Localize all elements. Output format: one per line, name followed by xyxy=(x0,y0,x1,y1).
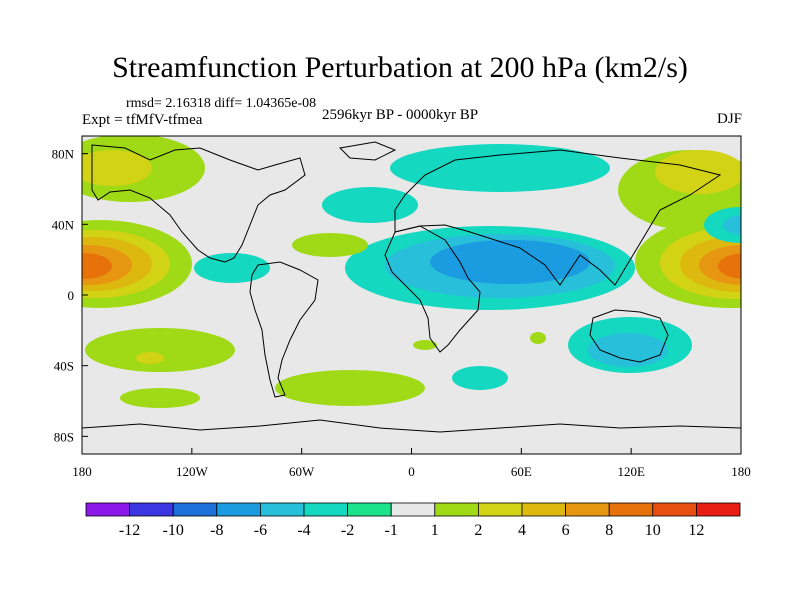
colorbar-label: 2 xyxy=(474,522,482,539)
coastlines xyxy=(82,141,741,433)
contour-south-indian-pos xyxy=(413,340,437,350)
colorbar-label: 12 xyxy=(688,522,704,539)
contour-south-pacific-4 xyxy=(136,352,164,364)
colorbar-swatch xyxy=(347,502,392,517)
antarctica-coast xyxy=(82,419,741,433)
contour-tropical-atlantic xyxy=(292,233,368,257)
contour-australia-2 xyxy=(588,333,668,367)
contour-right-negative xyxy=(704,207,741,243)
colorbar-label: -1 xyxy=(385,522,398,539)
colorbar-label: -2 xyxy=(341,522,354,539)
colorbar-label: -6 xyxy=(254,522,267,539)
greenland-coast xyxy=(338,141,397,161)
colorbar-swatch xyxy=(565,502,610,517)
colorbar-swatch xyxy=(85,502,130,517)
south-america-coast xyxy=(249,261,319,398)
colorbar-label: 4 xyxy=(518,522,526,539)
colorbar-swatch xyxy=(390,502,436,517)
colorbar-label: 6 xyxy=(562,522,570,539)
colorbar-swatch xyxy=(477,502,523,517)
lon-tick-label: 120E xyxy=(617,464,645,479)
lat-tick-label: 40N xyxy=(52,217,75,232)
contour-south-pacific xyxy=(85,328,235,372)
colorbar-swatch xyxy=(696,502,741,517)
colorbar-label: -4 xyxy=(297,522,310,539)
period-label: 2596kyr BP - 0000kyr BP xyxy=(322,107,479,123)
contour-caribbean xyxy=(194,253,270,283)
colorbar-swatch xyxy=(129,502,174,517)
colorbar-swatch xyxy=(259,502,305,517)
eurasia-coast xyxy=(394,149,722,286)
lon-tick-label: 180 xyxy=(72,464,92,479)
contour-pacific-west-10 xyxy=(82,253,112,279)
colorbar-label: 1 xyxy=(431,522,439,539)
colorbar-label: 8 xyxy=(605,522,613,539)
contour-east-asia-4 xyxy=(655,150,741,194)
rmsd-stat: rmsd= 2.16318 diff= 1.04365e-08 xyxy=(126,96,317,111)
contour-pacific-east-8 xyxy=(699,245,741,285)
experiment-label: Expt = tfMfV-tfmea xyxy=(82,112,203,128)
colorbar: -12 -10 -8 -6 -4 -2 -1 1 2 4 6 8 10 12 xyxy=(85,502,741,539)
australia-coast xyxy=(589,309,669,363)
lon-tick-label: 180 xyxy=(731,464,751,479)
colorbar-swatch xyxy=(172,502,218,517)
contour-pacific-east-10 xyxy=(718,253,741,279)
colorbar-label: -10 xyxy=(163,522,184,539)
colorbar-swatch xyxy=(434,502,479,517)
colorbar-swatch xyxy=(216,502,261,517)
colorbar-swatch xyxy=(652,502,697,517)
season-label: DJF xyxy=(716,111,742,127)
axis-ticks: 180 120W 60W 0 60E 120E 180 80N 40N 0 40S 80S xyxy=(52,147,751,479)
colorbar-swatch xyxy=(521,502,566,517)
contour-fill-layer xyxy=(82,136,741,433)
lon-tick-label: 60W xyxy=(289,464,315,479)
lat-tick-label: 40S xyxy=(54,359,74,374)
lat-tick-label: 0 xyxy=(68,288,75,303)
lat-tick-label: 80S xyxy=(54,429,74,444)
chart-title: Streamfunction Perturbation at 200 hPa (… xyxy=(112,51,688,84)
lat-tick-label: 80N xyxy=(52,147,75,162)
colorbar-swatch xyxy=(608,502,654,517)
contour-south-atlantic xyxy=(275,370,425,406)
colorbar-label: -8 xyxy=(210,522,223,539)
contour-south-pacific-2 xyxy=(120,388,200,408)
africa-coast xyxy=(384,225,481,353)
colorbar-swatch xyxy=(303,502,348,517)
contour-arctic-negative xyxy=(390,144,610,192)
contour-south-indian-pos2 xyxy=(530,332,546,344)
colorbar-label: -12 xyxy=(119,522,140,539)
lon-tick-label: 120W xyxy=(176,464,209,479)
contour-north-atlantic xyxy=(322,187,418,223)
contour-right-negative-4 xyxy=(723,215,741,235)
lon-tick-label: 60E xyxy=(511,464,532,479)
contour-asia-4 xyxy=(430,240,590,284)
colorbar-label: 10 xyxy=(645,522,661,539)
contour-north-pacific-4 xyxy=(82,150,152,186)
lon-tick-label: 0 xyxy=(408,464,415,479)
north-america-coast xyxy=(91,144,306,263)
contour-south-indian xyxy=(452,366,508,390)
